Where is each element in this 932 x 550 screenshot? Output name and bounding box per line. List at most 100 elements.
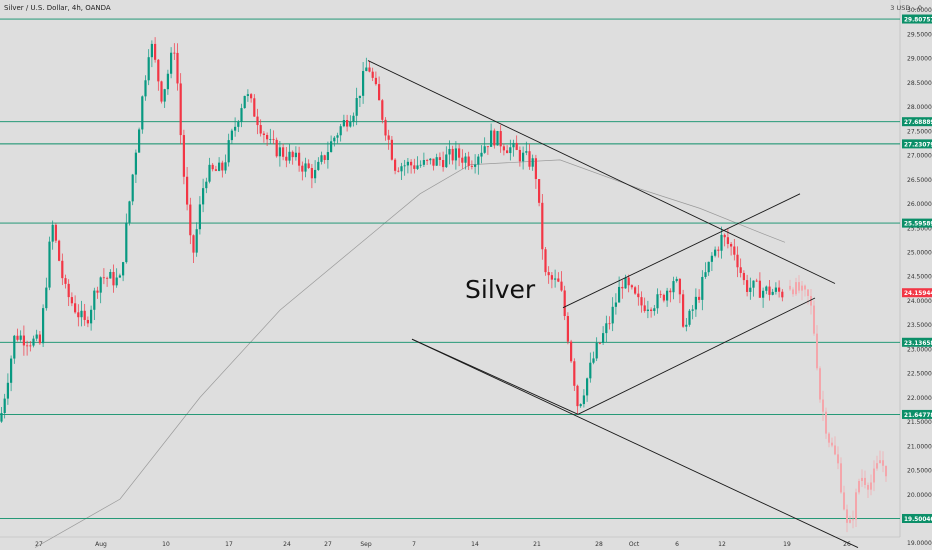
candle-body <box>698 296 701 300</box>
candle-body <box>746 280 749 292</box>
candle-body <box>464 156 467 163</box>
candle-body <box>429 158 432 161</box>
projection-candle-body <box>831 442 833 446</box>
y-tick-label: 19.00000 <box>907 540 932 547</box>
candle-body <box>10 358 13 383</box>
candle-body <box>666 290 669 301</box>
candle-body <box>381 100 384 120</box>
candle-body <box>208 164 211 182</box>
candle-body <box>742 272 745 281</box>
candle-body <box>250 94 253 99</box>
trend-line-channel-upper <box>562 193 801 309</box>
currency-selector[interactable]: 3 USD ⌄0 <box>890 4 922 12</box>
candle-body <box>762 290 765 298</box>
projection-candle-body <box>825 411 827 434</box>
candle-body <box>627 277 630 286</box>
candle-body <box>643 305 646 312</box>
candle-body <box>400 166 403 172</box>
candle-body <box>195 229 198 253</box>
y-axis-panel <box>900 0 932 550</box>
y-tick-label: 29.50000 <box>907 31 932 38</box>
candle-body <box>163 89 166 102</box>
candle-body <box>586 378 589 396</box>
candle-body <box>570 341 573 362</box>
projection-candle-body <box>867 484 869 490</box>
candle-body <box>128 201 131 223</box>
candle-body <box>147 57 150 81</box>
level-price-label: 21.64778 <box>904 413 932 419</box>
candle-body <box>144 80 147 97</box>
candle-body <box>333 137 336 142</box>
candle-body <box>301 165 304 172</box>
candle-body <box>131 174 134 202</box>
candle-body <box>48 241 51 288</box>
candle-body <box>317 161 320 170</box>
y-tick-label: 27.50000 <box>907 128 932 135</box>
level-price-tag <box>902 14 932 24</box>
candle-body <box>528 151 531 167</box>
candle-body <box>470 165 473 167</box>
candle-body <box>576 385 579 407</box>
candle-body <box>346 120 349 127</box>
x-tick-label: 19 <box>783 541 791 548</box>
candle-body <box>67 283 70 298</box>
candle-body <box>550 275 553 280</box>
projection-candle-body <box>840 463 842 493</box>
candle-body <box>202 188 205 205</box>
candle-body <box>755 280 758 282</box>
candle-body <box>461 157 464 163</box>
level-price-label: 29.80757 <box>904 18 932 24</box>
candle-body <box>256 116 259 126</box>
candle-body <box>442 159 445 168</box>
candle-body <box>150 43 153 58</box>
y-tick-label: 24.00000 <box>907 298 932 305</box>
projection-candle-body <box>822 399 824 412</box>
projection-candle-body <box>879 460 881 464</box>
candle-body <box>502 146 505 151</box>
chart-annotation-silver: Silver <box>465 275 536 304</box>
candle-body <box>189 204 192 236</box>
candle-body <box>768 286 771 295</box>
candle-body <box>186 176 189 205</box>
candle-body <box>605 323 608 334</box>
candle-body <box>22 335 25 346</box>
level-price-label: 27.68889 <box>904 120 932 126</box>
candle-body <box>778 287 781 292</box>
candle-body <box>621 286 624 289</box>
candle-body <box>512 142 515 148</box>
candle-body <box>557 278 560 282</box>
candle-body <box>96 290 99 293</box>
candle-body <box>173 52 176 54</box>
level-price-label: 19.50046 <box>904 517 932 523</box>
projection-candle-body <box>849 519 851 523</box>
projection-candle-body <box>834 445 836 455</box>
candle-body <box>432 158 435 166</box>
candle-body <box>13 335 16 359</box>
candle-body <box>58 240 61 261</box>
candle-body <box>70 297 73 304</box>
y-tick-label: 24.50000 <box>907 274 932 281</box>
candle-body <box>451 148 454 161</box>
y-tick-label: 22.50000 <box>907 371 932 378</box>
candle-body <box>390 139 393 160</box>
candle-body <box>445 154 448 168</box>
x-tick-label: 28 <box>595 541 603 548</box>
moving-average-line <box>34 159 786 548</box>
candle-body <box>544 249 547 273</box>
candle-body <box>83 310 86 320</box>
candle-body <box>646 309 649 312</box>
candle-body <box>387 135 390 140</box>
candle-body <box>582 395 585 405</box>
candle-body <box>490 130 493 147</box>
projection-candle-body <box>807 289 809 296</box>
candle-body <box>77 312 80 318</box>
candle-body <box>64 278 67 284</box>
level-price-tag <box>902 513 932 523</box>
candle-body <box>413 165 416 169</box>
candle-body <box>720 234 723 251</box>
candle-body <box>205 181 208 189</box>
candle-body <box>592 358 595 363</box>
candle-body <box>566 316 569 342</box>
candle-body <box>298 152 301 166</box>
